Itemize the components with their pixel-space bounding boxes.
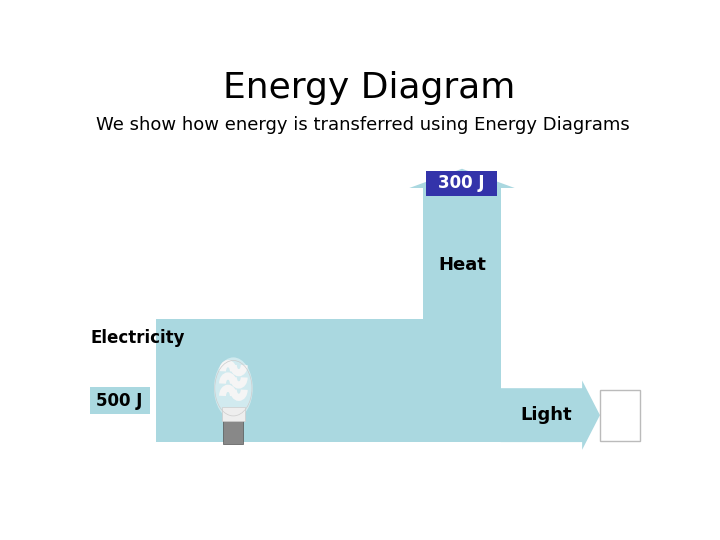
Ellipse shape: [214, 357, 253, 419]
Text: Light: Light: [520, 406, 572, 424]
Text: 500 J: 500 J: [96, 392, 143, 409]
Polygon shape: [409, 168, 515, 319]
FancyBboxPatch shape: [89, 387, 150, 414]
FancyBboxPatch shape: [223, 417, 243, 444]
Text: 300 J: 300 J: [438, 174, 485, 192]
Text: Energy Diagram: Energy Diagram: [222, 71, 516, 105]
Text: We show how energy is transferred using Energy Diagrams: We show how energy is transferred using …: [96, 116, 630, 134]
FancyBboxPatch shape: [426, 171, 497, 195]
Text: Heat: Heat: [438, 256, 486, 274]
FancyBboxPatch shape: [600, 390, 640, 441]
Text: Electricity: Electricity: [90, 329, 184, 347]
Polygon shape: [500, 381, 600, 450]
Polygon shape: [156, 188, 500, 442]
FancyBboxPatch shape: [222, 408, 245, 421]
